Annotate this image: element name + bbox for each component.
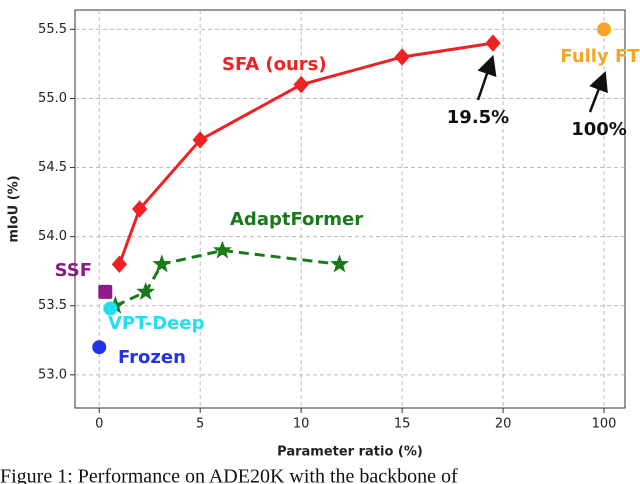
x-tick-label: 5 [196, 417, 204, 432]
x-tick-label: 20 [495, 417, 512, 432]
series-label: VPT-Deep [108, 313, 205, 334]
series-label: AdaptFormer [230, 209, 363, 230]
series-label: SFA (ours) [222, 54, 327, 75]
point [98, 284, 113, 299]
annotation-arrow [588, 70, 608, 113]
y-tick-label: 54.5 [38, 160, 67, 175]
series-line [118, 41, 494, 265]
point [394, 48, 410, 66]
y-axis-label: mIoU (%) [7, 175, 22, 242]
point [212, 240, 232, 259]
annotation-arrow [476, 54, 497, 101]
point [293, 75, 309, 94]
point [111, 255, 128, 274]
annotation: 100% [571, 119, 627, 140]
point [330, 254, 349, 273]
point [131, 200, 148, 218]
plot-frame [74, 9, 626, 409]
y-tick-label: 53.0 [38, 367, 67, 382]
point [485, 34, 501, 52]
x-tick-label: 0 [95, 417, 103, 432]
y-tick-label: 55.0 [38, 91, 67, 106]
x-tick-label: 15 [394, 417, 411, 432]
y-tick-label: 55.5 [38, 22, 67, 37]
y-tick-label: 54.0 [38, 229, 67, 244]
series-label: Fully FT [560, 46, 640, 67]
x-tick-label: 100 [592, 417, 617, 432]
caption: Figure 1: Performance on ADE20K with the… [0, 466, 458, 484]
point [597, 22, 612, 37]
series-label: SSF [55, 260, 92, 281]
y-tick-label: 53.5 [38, 298, 67, 313]
x-tick-label: 10 [293, 417, 310, 432]
annotation: 19.5% [447, 107, 509, 128]
point [152, 254, 172, 273]
point [136, 281, 156, 300]
point [192, 131, 208, 149]
point [92, 340, 107, 355]
series-label: Frozen [118, 347, 186, 368]
point [103, 301, 118, 316]
x-axis-label: Parameter ratio (%) [277, 445, 423, 460]
